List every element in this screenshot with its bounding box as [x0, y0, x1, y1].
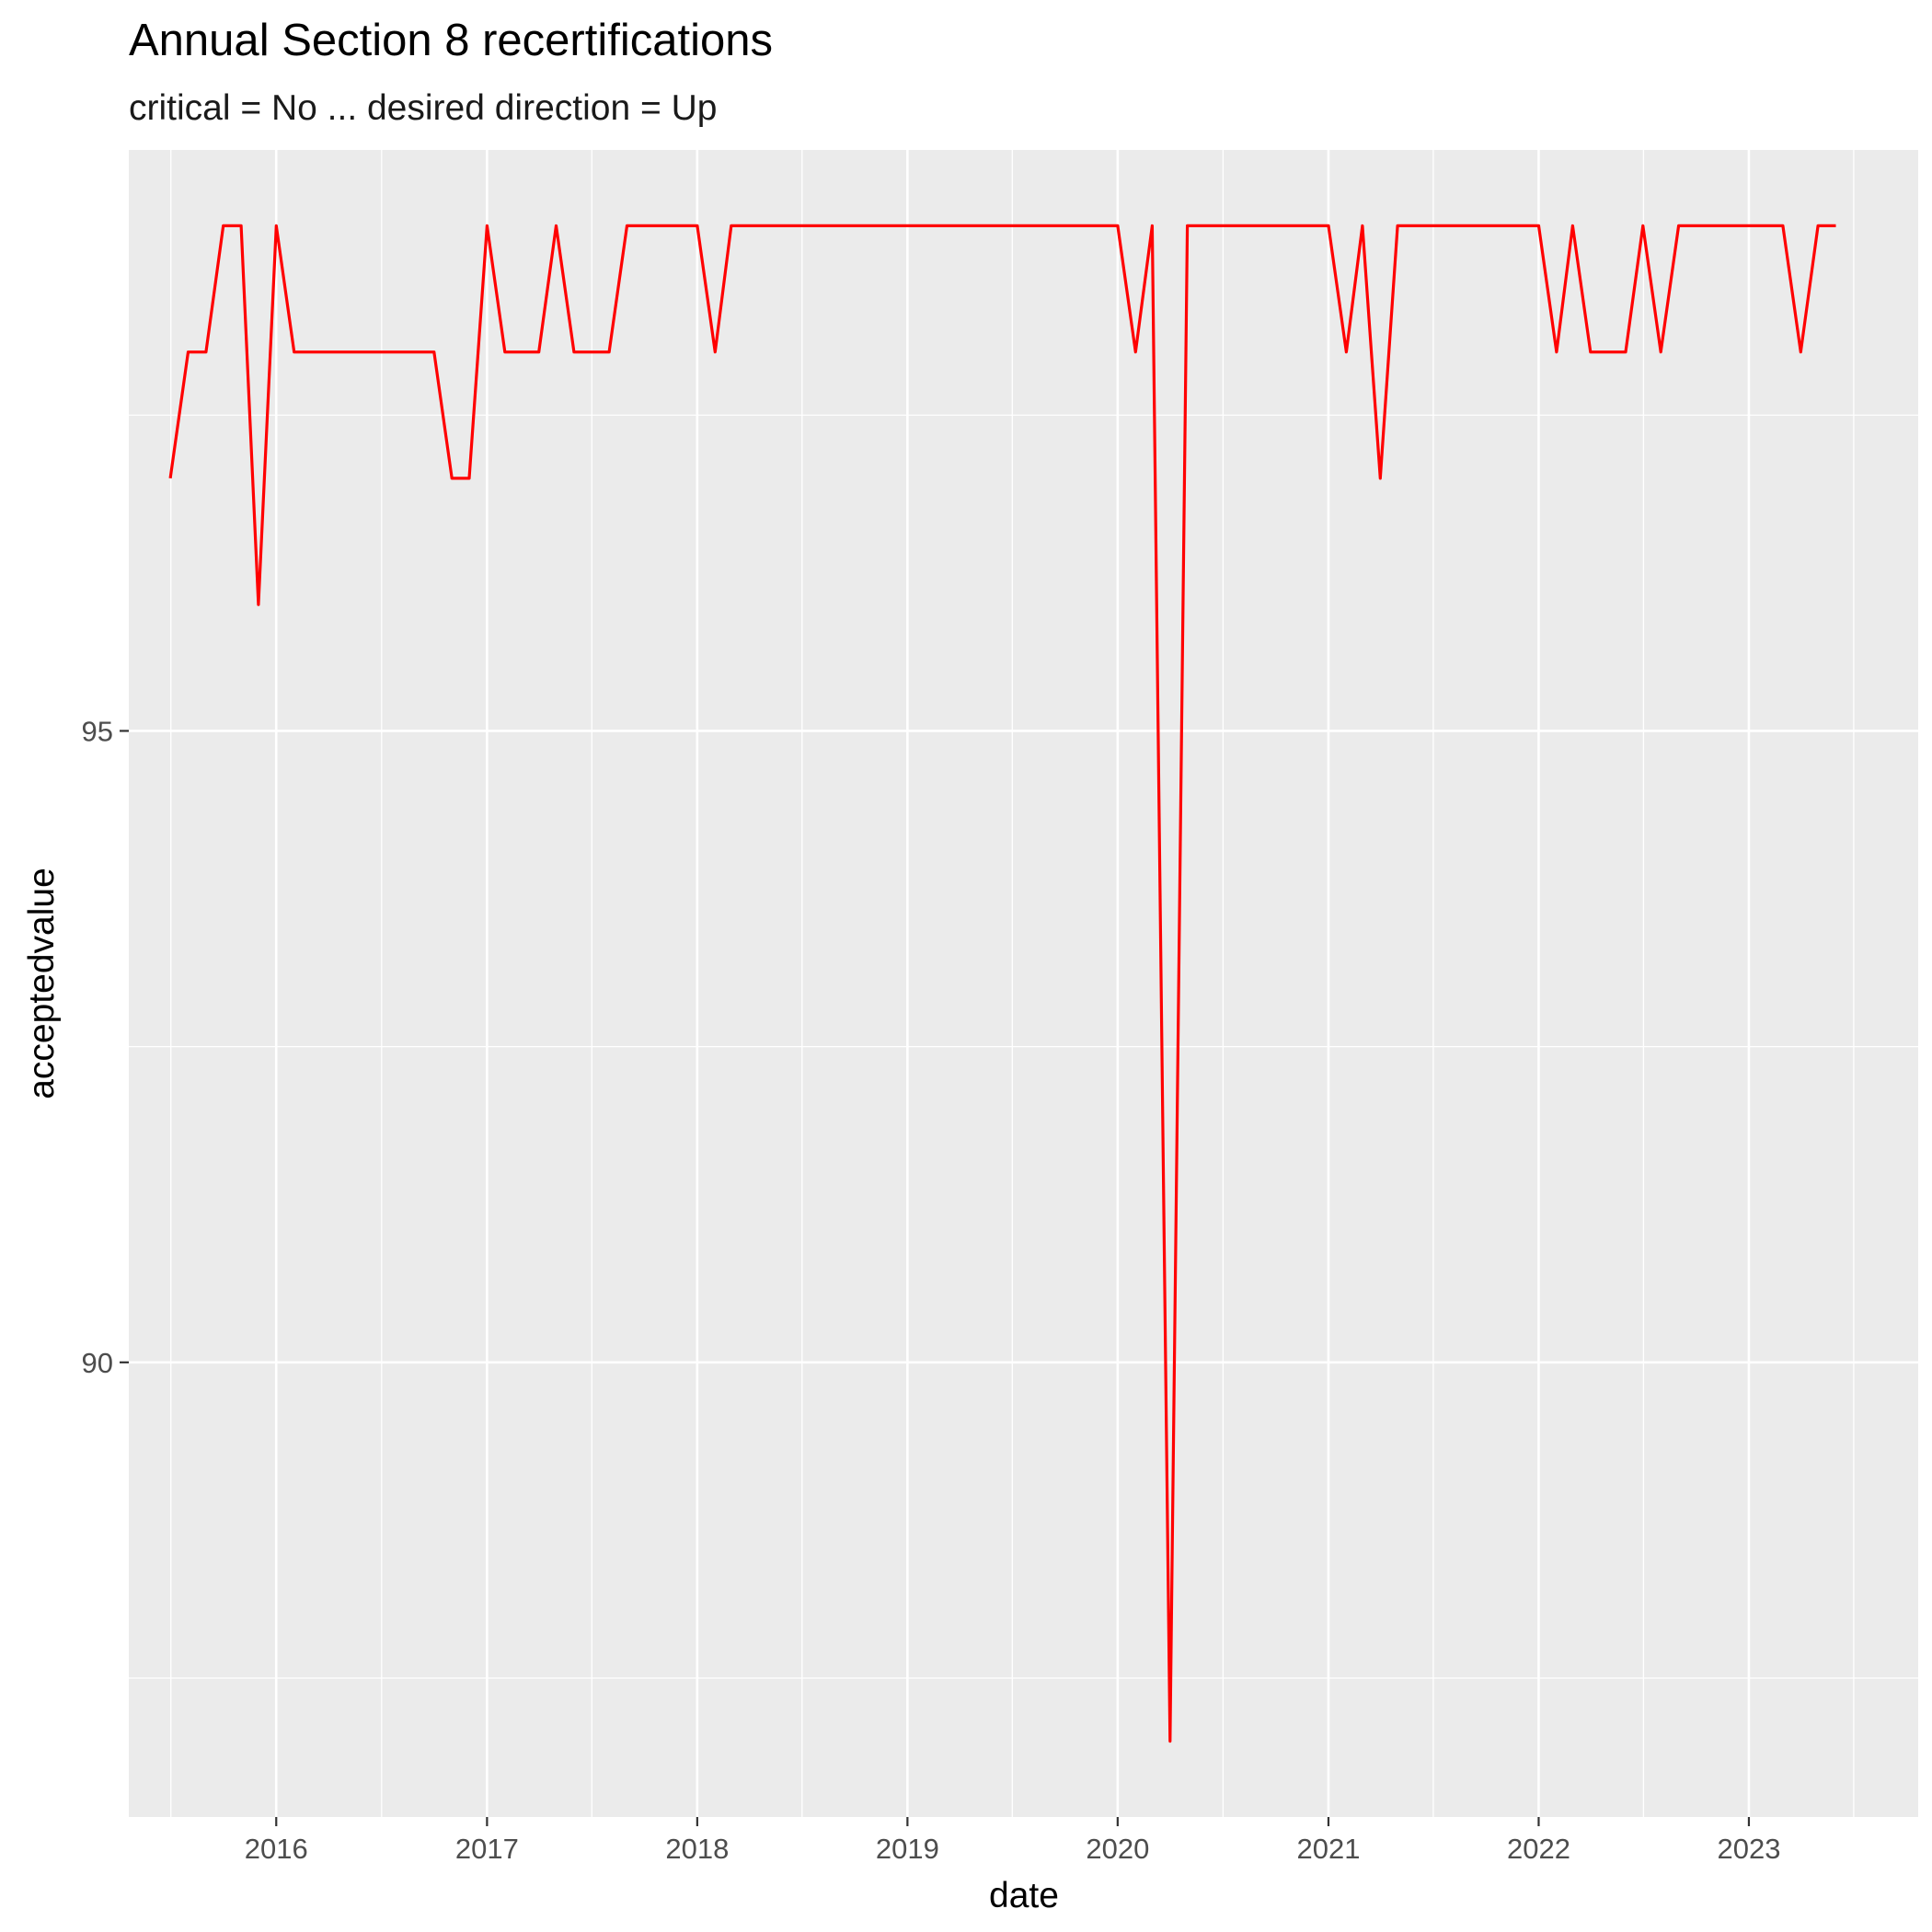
series-layer	[168, 224, 1836, 1743]
x-tick-label: 2021	[1296, 1833, 1360, 1865]
x-axis-title: date	[989, 1876, 1059, 1915]
chart-subtitle: critical = No ... desired direction = Up	[129, 88, 717, 128]
x-tick-label: 2018	[665, 1833, 729, 1865]
series-line-0	[168, 224, 1836, 1743]
x-axis: 2016 2017 2018 2019 2020 2021 2022 2023	[245, 1817, 1780, 1865]
chart-title: Annual Section 8 recertifications	[129, 16, 773, 65]
x-tick-label: 2016	[245, 1833, 308, 1865]
major-gridlines	[129, 150, 1918, 1817]
x-tick-label: 2023	[1717, 1833, 1780, 1865]
x-tick-label: 2017	[455, 1833, 519, 1865]
x-tick-label: 2022	[1507, 1833, 1570, 1865]
y-axis: 90 95	[82, 715, 129, 1379]
minor-gridlines	[129, 150, 1918, 1817]
y-tick-label: 90	[82, 1347, 113, 1379]
y-axis-title: acceptedvalue	[22, 868, 62, 1099]
y-tick-label: 95	[82, 715, 113, 747]
x-tick-label: 2019	[876, 1833, 939, 1865]
plot-panel	[129, 150, 1918, 1817]
x-tick-label: 2020	[1086, 1833, 1149, 1865]
